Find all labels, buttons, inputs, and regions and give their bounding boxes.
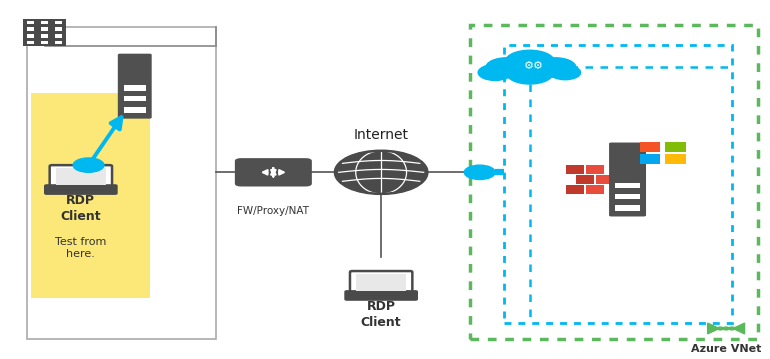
FancyBboxPatch shape bbox=[356, 274, 407, 291]
Text: RDP
Client: RDP Client bbox=[361, 300, 401, 329]
Circle shape bbox=[723, 327, 729, 330]
Text: RDP
Client: RDP Client bbox=[61, 194, 101, 223]
FancyBboxPatch shape bbox=[55, 41, 62, 45]
FancyBboxPatch shape bbox=[615, 205, 640, 211]
FancyBboxPatch shape bbox=[41, 27, 49, 31]
FancyBboxPatch shape bbox=[27, 41, 34, 45]
FancyBboxPatch shape bbox=[55, 27, 62, 31]
FancyBboxPatch shape bbox=[587, 185, 604, 194]
FancyBboxPatch shape bbox=[55, 34, 62, 38]
FancyBboxPatch shape bbox=[566, 185, 584, 194]
Polygon shape bbox=[708, 323, 719, 334]
Text: Test from
here.: Test from here. bbox=[55, 237, 106, 259]
FancyBboxPatch shape bbox=[27, 27, 216, 339]
FancyBboxPatch shape bbox=[615, 183, 640, 188]
FancyBboxPatch shape bbox=[31, 93, 150, 298]
Text: Internet: Internet bbox=[353, 128, 409, 142]
Circle shape bbox=[478, 65, 512, 80]
FancyBboxPatch shape bbox=[345, 291, 417, 300]
Circle shape bbox=[729, 327, 735, 330]
FancyBboxPatch shape bbox=[587, 165, 604, 174]
Circle shape bbox=[718, 327, 723, 330]
FancyBboxPatch shape bbox=[27, 20, 34, 24]
FancyBboxPatch shape bbox=[56, 168, 106, 185]
FancyBboxPatch shape bbox=[596, 175, 614, 184]
FancyBboxPatch shape bbox=[124, 107, 146, 113]
FancyBboxPatch shape bbox=[49, 165, 112, 188]
Circle shape bbox=[335, 151, 427, 194]
FancyBboxPatch shape bbox=[482, 69, 578, 75]
Polygon shape bbox=[733, 323, 745, 334]
FancyBboxPatch shape bbox=[665, 143, 685, 152]
FancyBboxPatch shape bbox=[350, 271, 413, 294]
Circle shape bbox=[505, 50, 554, 73]
Text: Azure VNet: Azure VNet bbox=[691, 344, 762, 354]
FancyBboxPatch shape bbox=[124, 85, 146, 90]
FancyBboxPatch shape bbox=[27, 34, 34, 38]
FancyBboxPatch shape bbox=[609, 143, 646, 216]
Circle shape bbox=[486, 58, 527, 77]
Text: FW/Proxy/NAT: FW/Proxy/NAT bbox=[237, 206, 310, 216]
Circle shape bbox=[534, 58, 576, 77]
FancyBboxPatch shape bbox=[576, 175, 594, 184]
Circle shape bbox=[464, 165, 495, 180]
FancyBboxPatch shape bbox=[566, 165, 584, 174]
FancyBboxPatch shape bbox=[124, 96, 146, 102]
FancyBboxPatch shape bbox=[235, 158, 312, 187]
Circle shape bbox=[550, 65, 581, 80]
FancyBboxPatch shape bbox=[640, 154, 660, 164]
FancyBboxPatch shape bbox=[24, 19, 66, 46]
FancyBboxPatch shape bbox=[55, 20, 62, 24]
Circle shape bbox=[73, 158, 104, 172]
FancyBboxPatch shape bbox=[665, 154, 685, 164]
FancyBboxPatch shape bbox=[45, 185, 117, 194]
FancyBboxPatch shape bbox=[41, 41, 49, 45]
Circle shape bbox=[507, 62, 553, 84]
FancyBboxPatch shape bbox=[615, 194, 640, 199]
FancyBboxPatch shape bbox=[41, 20, 49, 24]
Text: ⚙⚙: ⚙⚙ bbox=[524, 61, 544, 71]
FancyBboxPatch shape bbox=[41, 34, 49, 38]
FancyBboxPatch shape bbox=[118, 53, 152, 118]
FancyBboxPatch shape bbox=[640, 143, 660, 152]
FancyBboxPatch shape bbox=[27, 27, 34, 31]
